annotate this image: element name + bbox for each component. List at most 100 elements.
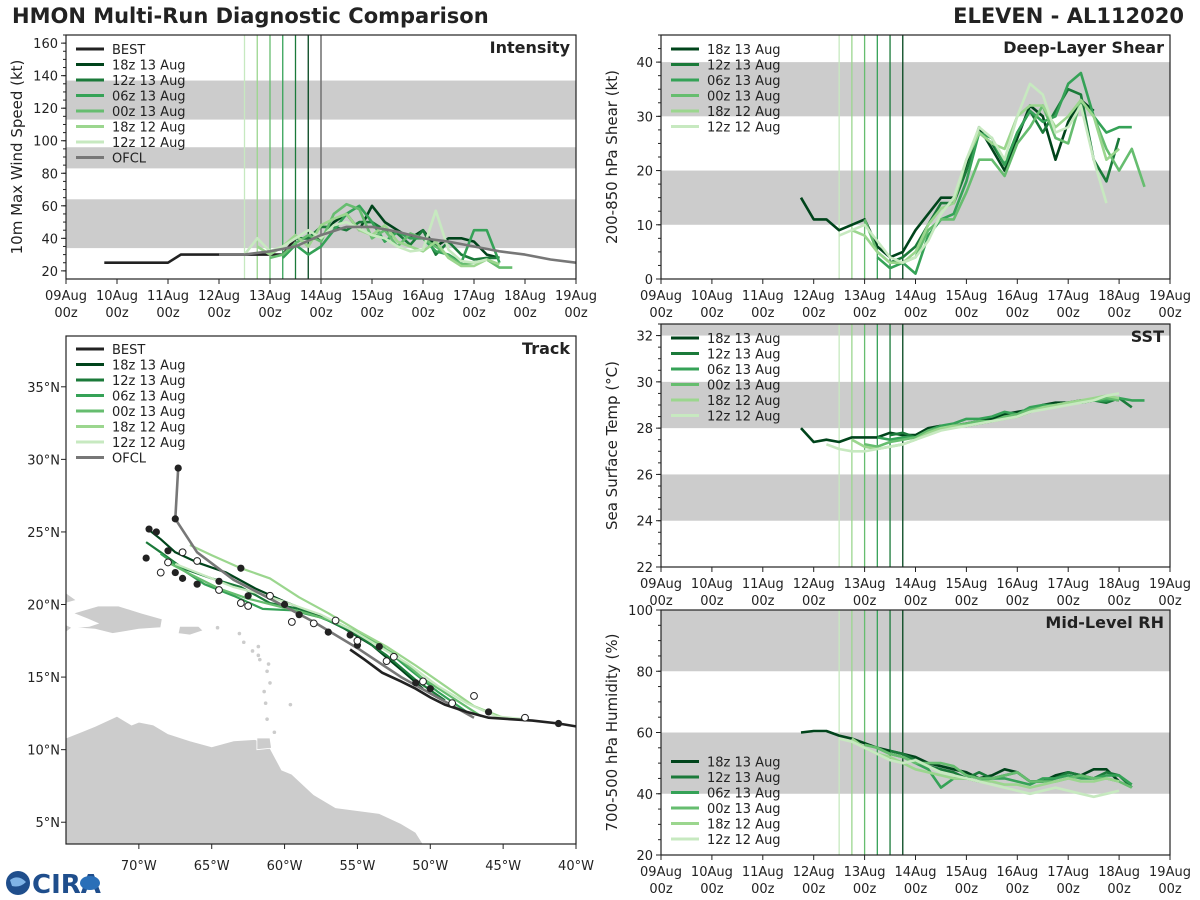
x-tick-label-hour: 00z [700,882,724,897]
track-point-open [353,636,362,645]
legend-label-18z-12-aug: 18z 12 Aug [707,394,781,409]
lon-tick-label: 65°W [194,859,230,874]
legend-label-06z-13-aug: 06z 13 Aug [112,390,186,405]
y-axis-label: 700-500 hPa Humidity (%) [603,633,621,831]
x-tick-label: 09Aug [640,865,682,880]
legend-label-12z-12-aug: 12z 12 Aug [707,833,781,848]
x-tick-label-hour: 00z [360,306,384,321]
track-point-filled [346,631,354,639]
lat-tick-label: 30°N [27,453,60,468]
x-tick-label: 15Aug [945,289,987,304]
x-tick-label-hour: 00z [156,306,180,321]
island [256,653,261,658]
track-point-filled [244,592,252,600]
track-point-filled [178,574,187,582]
track-point-filled [174,464,182,472]
lat-tick-label: 25°N [27,526,60,541]
track-point-filled [280,600,289,609]
track-point-filled [171,515,179,523]
track-point-open [331,616,340,625]
island [266,662,271,666]
x-tick-label-hour: 00z [1107,594,1131,609]
x-tick-label-hour: 00z [802,306,826,321]
legend-label-18z-12-aug: 18z 12 Aug [707,105,781,120]
track-point-filled [142,554,150,562]
y-tick-label: 20 [41,265,58,280]
x-tick-label-hour: 00z [853,594,877,609]
y-tick-label: 40 [636,788,653,803]
track-point-filled [171,568,179,577]
y-tick-label: 140 [33,70,58,85]
x-tick-label-hour: 00z [1057,882,1081,897]
lon-tick-label: 50°W [412,859,448,874]
legend-label-12z-13-aug: 12z 13 Aug [112,374,186,389]
lat-tick-label: 20°N [27,599,60,614]
x-tick-label: 13Aug [844,577,886,592]
y-tick-label: 26 [636,468,653,483]
x-tick-label: 12Aug [793,577,835,592]
series-12z-12-aug [838,737,1120,799]
legend-label-18z-13-aug: 18z 13 Aug [112,359,186,374]
x-tick-label-hour: 00z [564,306,588,321]
x-tick-label-hour: 00z [258,306,282,321]
y-tick-label: 80 [41,167,58,182]
x-tick-label: 19Aug [1149,289,1191,304]
track-point-open [382,657,391,666]
x-tick-label-hour: 00z [1057,594,1081,609]
legend-label-06z-13-aug: 06z 13 Aug [112,90,186,105]
y-tick-label: 24 [636,515,653,530]
panel-title: SST [1131,327,1164,346]
lat-tick-label: 35°N [27,381,60,396]
legend-label-06z-13-aug: 06z 13 Aug [707,363,781,378]
x-tick-label: 16Aug [996,289,1038,304]
legend-label-ofcl: OFCL [112,452,147,467]
x-tick-label-hour: 00z [1158,306,1182,321]
y-tick-label: 40 [636,56,653,71]
y-tick-label: 100 [628,604,653,619]
legend-label-18z-12-aug: 18z 12 Aug [112,421,186,436]
y-tick-label: 30 [636,376,653,391]
track-00z-13-aug [167,561,482,718]
x-tick-label-hour: 00z [649,306,673,321]
island [237,631,242,636]
y-tick-label: 120 [33,102,58,117]
band-1 [661,381,1170,429]
series-06z-13-aug [876,71,1132,275]
x-tick-label-hour: 00z [1107,306,1131,321]
x-tick-label-hour: 00z [1006,594,1030,609]
y-tick-label: 60 [636,727,653,742]
band-1 [661,610,1170,672]
legend-label-18z-13-aug: 18z 13 Aug [707,756,781,771]
x-tick-label-hour: 00z [411,306,435,321]
track-point-open [178,548,187,557]
x-tick-label: 09Aug [45,289,87,304]
x-tick-label-hour: 00z [853,882,877,897]
x-tick-label: 12Aug [793,289,835,304]
x-tick-label: 19Aug [1149,577,1191,592]
y-tick-label: 100 [33,135,58,150]
legend-label-12z-12-aug: 12z 12 Aug [707,121,781,136]
x-tick-label: 10Aug [691,865,733,880]
track-point-open [389,652,398,661]
x-tick-label-hour: 00z [649,594,673,609]
x-tick-label-hour: 00z [955,594,979,609]
series-12z-12-aug [825,392,1120,453]
x-tick-label: 18Aug [1098,577,1140,592]
x-tick-label-hour: 00z [904,882,928,897]
island [265,717,269,721]
legend-label-12z-13-aug: 12z 13 Aug [707,348,781,363]
x-tick-label: 13Aug [844,865,886,880]
track-point-open [156,568,165,577]
legend-label-18z-13-aug: 18z 13 Aug [707,43,781,58]
island [250,649,255,653]
x-tick-label-hour: 00z [207,306,231,321]
x-tick-label-hour: 00z [1158,594,1182,609]
legend-label-00z-13-aug: 00z 13 Aug [112,405,186,420]
legend-label-best: BEST [112,43,145,58]
track-point-open [287,618,296,626]
x-tick-label-hour: 00z [751,306,775,321]
y-axis-label: 200-850 hPa Shear (kt) [603,70,621,244]
x-tick-label-hour: 00z [700,306,724,321]
x-tick-label-hour: 00z [802,882,826,897]
